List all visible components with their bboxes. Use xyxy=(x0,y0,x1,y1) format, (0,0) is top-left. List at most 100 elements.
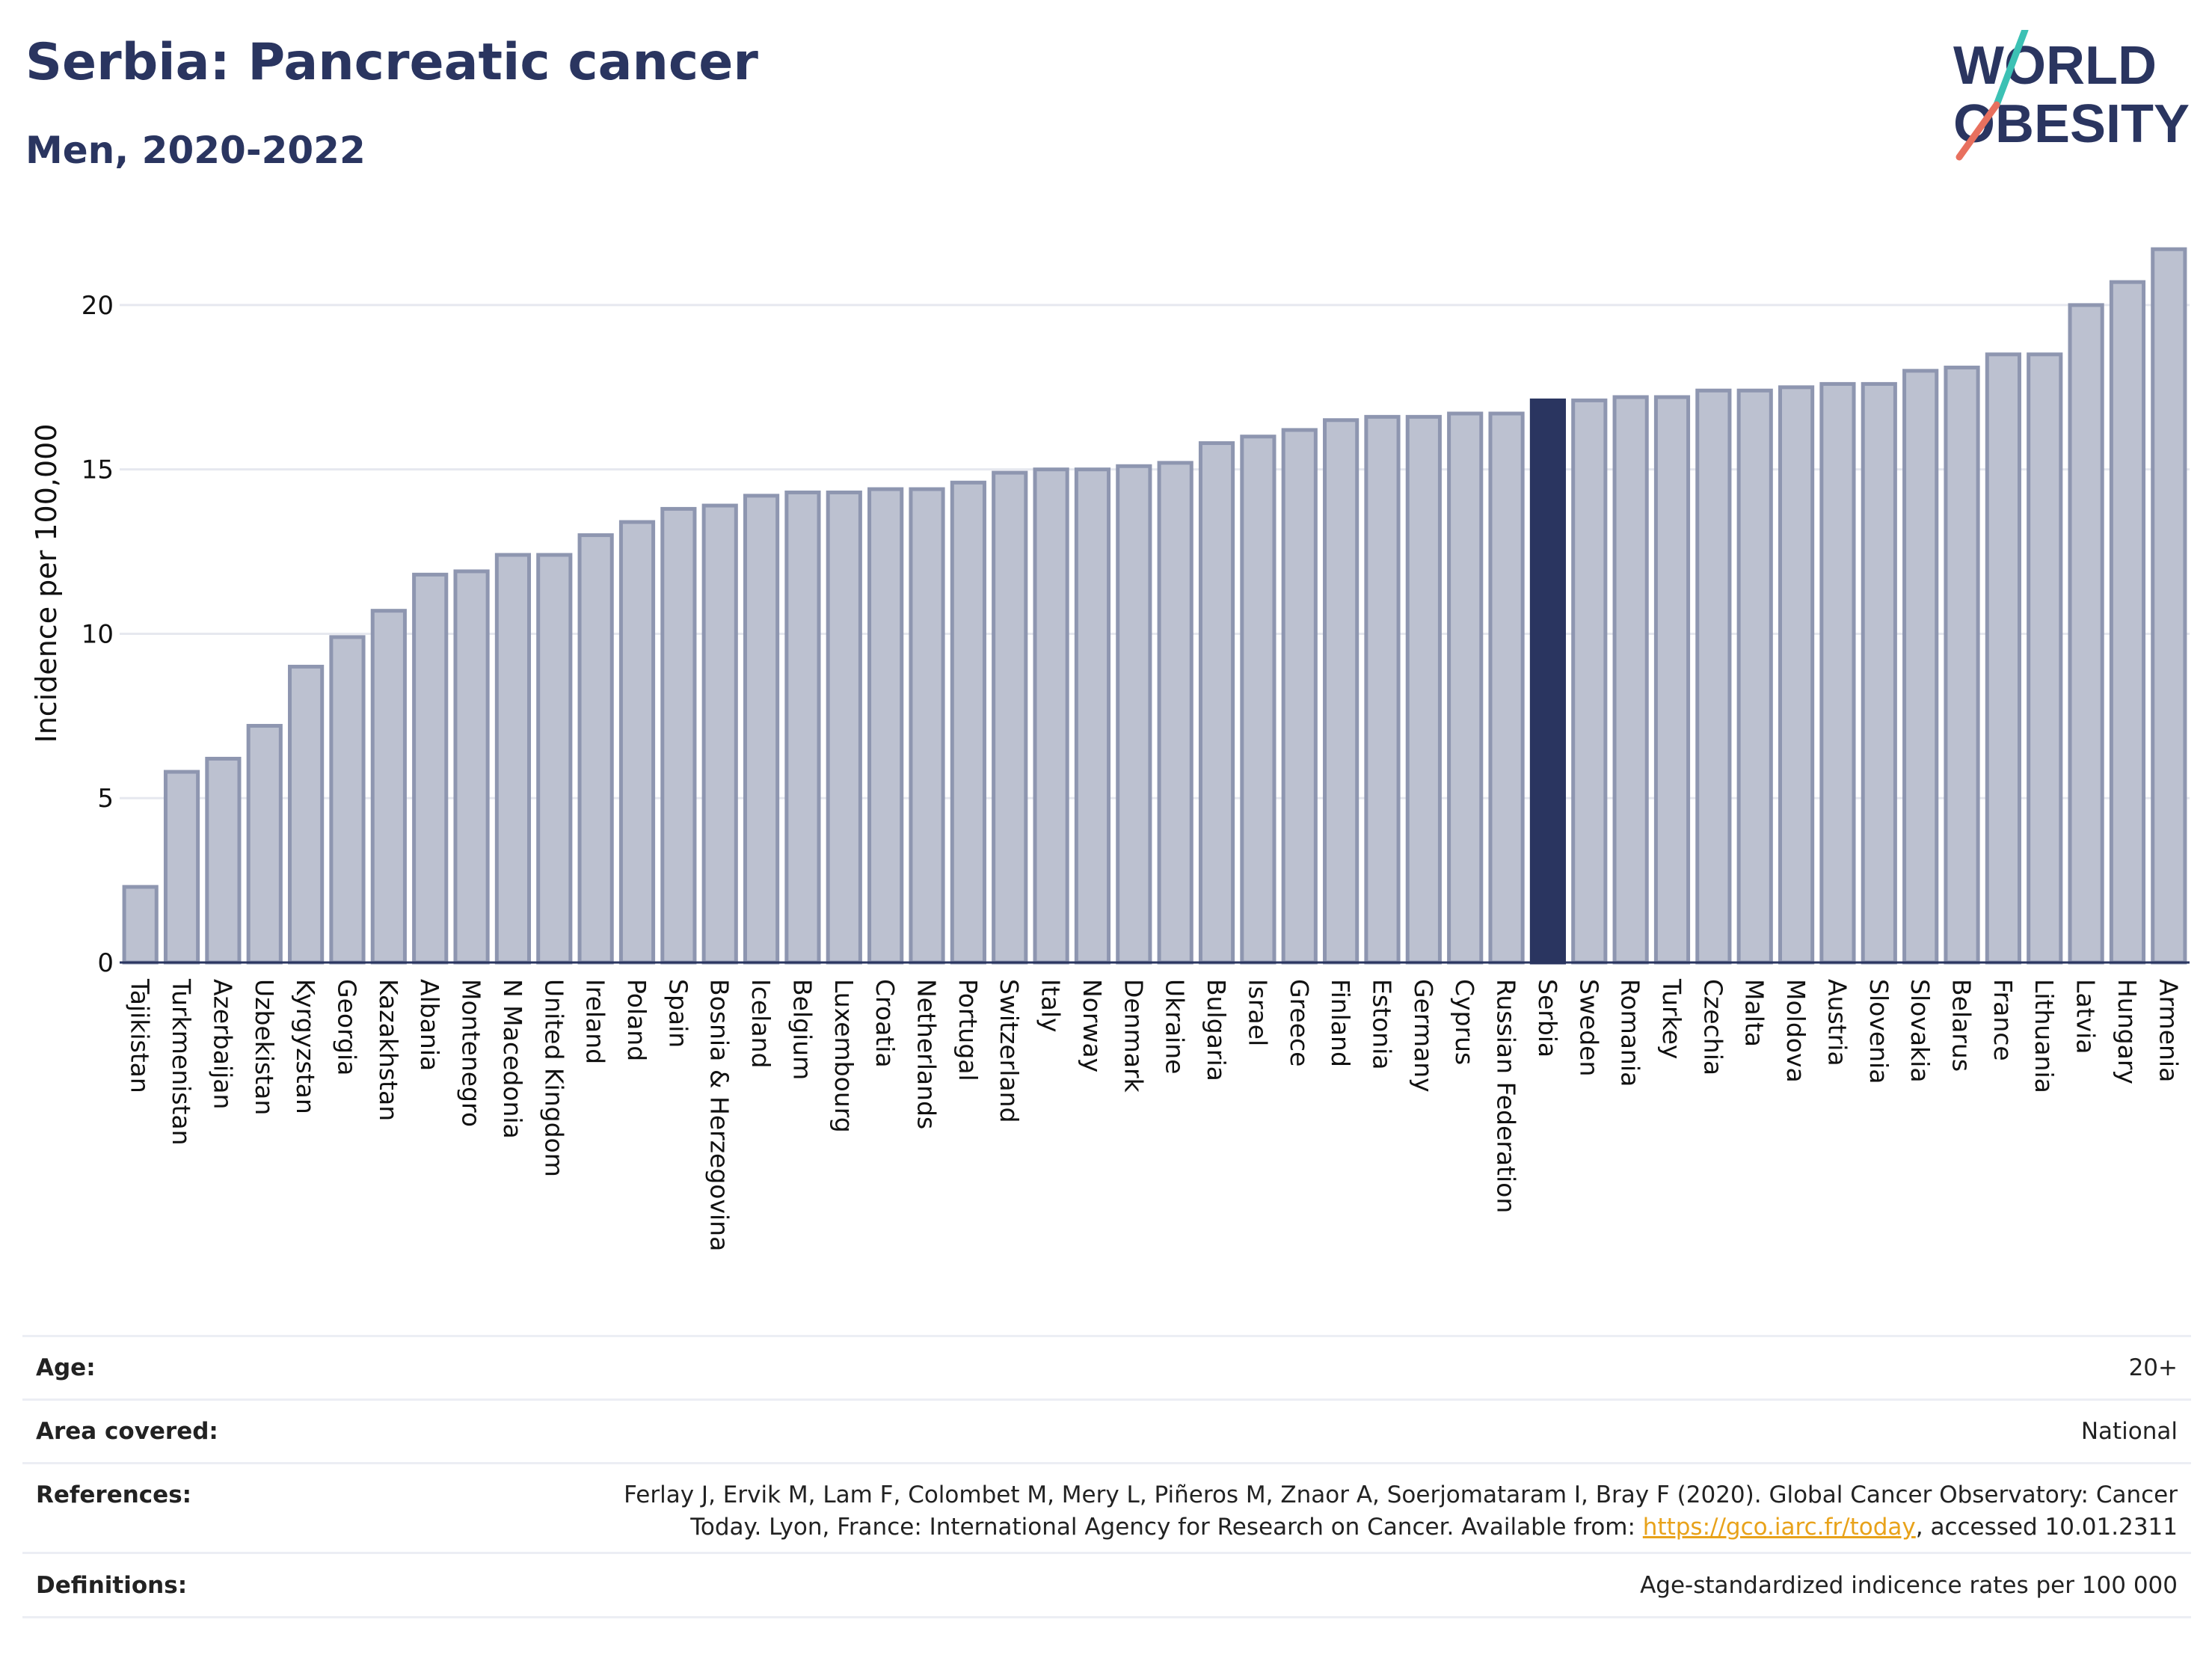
footer-row-references: References: Ferlay J, Ervik M, Lam F, Co… xyxy=(22,1462,2191,1552)
x-tick-label: Slovakia xyxy=(1905,979,1935,1083)
x-tick-label: Ukraine xyxy=(1161,979,1190,1074)
bar-luxembourg xyxy=(826,490,862,965)
x-tick-label: Romania xyxy=(1616,979,1645,1087)
x-tick-label: Hungary xyxy=(2113,979,2142,1084)
bar-norway xyxy=(1074,467,1111,965)
bar-germany xyxy=(1405,414,1442,965)
bar-slovakia xyxy=(1902,369,1939,965)
reference-line-2-start: Today. Lyon, France: International Agenc… xyxy=(690,1514,1643,1541)
bar-switzerland xyxy=(992,470,1028,965)
x-tick-label: N Macedonia xyxy=(498,979,527,1139)
y-tick-label: 10 xyxy=(82,619,114,649)
x-tick-label: Croatia xyxy=(870,979,900,1068)
x-tick-label: Russian Federation xyxy=(1492,979,1521,1213)
age-value: 20+ xyxy=(2128,1354,2178,1381)
bar-kyrgyzstan xyxy=(288,664,325,965)
bar-greece xyxy=(1281,428,1318,965)
x-tick-label: Lithuania xyxy=(2030,979,2059,1093)
x-tick-labels: Tajikistan Turkmenistan Azerbaijan Uzbekist… xyxy=(126,978,2184,1251)
references-value: Ferlay J, Ervik M, Lam F, Colombet M, Me… xyxy=(624,1479,2178,1544)
bar-uzbekistan xyxy=(246,724,283,965)
area-value: National xyxy=(2080,1418,2178,1445)
logo-slash-teal xyxy=(1993,30,2029,108)
x-tick-label: Austria xyxy=(1822,979,1852,1066)
chart-title: Serbia: Pancreatic cancer xyxy=(25,33,758,92)
bar-n-macedonia xyxy=(494,553,532,965)
reference-line-2-end: , accessed 10.01.2311 xyxy=(1915,1514,2178,1541)
x-tick-label: Kyrgyzstan xyxy=(291,979,320,1114)
x-tick-label: Norway xyxy=(1078,979,1107,1072)
x-tick-label: Azerbaijan xyxy=(208,979,237,1109)
x-tick-label: Bosnia & Herzegovina xyxy=(705,979,734,1251)
bar-belarus xyxy=(1944,365,1980,965)
bar-montenegro xyxy=(453,569,490,965)
bar-portugal xyxy=(950,480,986,965)
bar-ireland xyxy=(577,533,614,965)
x-tick-label: Tajikistan xyxy=(126,978,155,1093)
bar-malta xyxy=(1736,388,1773,965)
bar-armenia xyxy=(2151,247,2187,965)
bar-italy xyxy=(1033,467,1069,965)
bar-israel xyxy=(1240,435,1276,965)
bar-bulgaria xyxy=(1198,441,1235,965)
bar-turkmenistan xyxy=(163,770,200,965)
x-tick-label: Greece xyxy=(1285,979,1314,1066)
bar-ukraine xyxy=(1157,461,1193,965)
x-tick-label: Czechia xyxy=(1698,979,1727,1075)
x-tick-label: Switzerland xyxy=(995,979,1024,1123)
x-tick-label: Turkmenistan xyxy=(167,978,196,1146)
logo-slash-coral xyxy=(1956,101,2000,161)
x-tick-label: Poland xyxy=(622,979,651,1061)
bar-moldova xyxy=(1778,385,1815,965)
definitions-label: Definitions: xyxy=(36,1571,188,1599)
x-tick-label: Netherlands xyxy=(912,979,941,1129)
bar-albania xyxy=(412,572,449,965)
bar-georgia xyxy=(329,635,366,965)
x-tick-label: Estonia xyxy=(1367,979,1396,1069)
footer-row-definitions: Definitions: Age-standardized indicence … xyxy=(22,1552,2191,1618)
bars xyxy=(122,247,2187,965)
x-tick-label: Iceland xyxy=(746,979,775,1068)
bar-iceland xyxy=(743,494,780,965)
x-tick-label: Bulgaria xyxy=(1202,979,1231,1081)
logo-word-1: WORLD xyxy=(1953,36,2157,96)
x-tick-label: Montenegro xyxy=(457,979,486,1127)
bar-croatia xyxy=(867,487,904,965)
bar-romania xyxy=(1612,395,1649,965)
x-tick-label: Malta xyxy=(1740,979,1769,1047)
bar-denmark xyxy=(1116,464,1152,965)
x-tick-label: Ireland xyxy=(581,979,610,1064)
x-tick-label: Portugal xyxy=(953,979,983,1081)
bar-russian-federation xyxy=(1488,411,1525,965)
logo-word-2: OBESITY xyxy=(1953,94,2190,154)
bar-estonia xyxy=(1364,414,1401,965)
bar-tajikistan xyxy=(122,885,159,965)
bar-sweden xyxy=(1571,398,1608,965)
metadata-footer: Age: 20+ Area covered: National Referenc… xyxy=(22,1335,2191,1618)
x-tick-label: Luxembourg xyxy=(829,979,858,1133)
x-tick-label: Kazakhstan xyxy=(374,979,403,1121)
reference-link[interactable]: https://gco.iarc.fr/today xyxy=(1642,1514,1916,1541)
references-label: References: xyxy=(36,1481,192,1508)
footer-row-age: Age: 20+ xyxy=(22,1335,2191,1398)
y-tick-label: 0 xyxy=(97,948,114,978)
bar-belgium xyxy=(784,490,821,965)
bar-bosnia-herzegovina xyxy=(701,503,738,965)
world-obesity-logo: WORLD OBESITY xyxy=(1953,30,2190,161)
bar-austria xyxy=(1819,381,1856,965)
x-tick-label: Israel xyxy=(1243,979,1272,1046)
bar-czechia xyxy=(1695,388,1732,965)
bar-spain xyxy=(660,506,697,965)
bar-cyprus xyxy=(1447,411,1484,965)
bar-latvia xyxy=(2068,303,2104,965)
footer-row-area: Area covered: National xyxy=(22,1398,2191,1462)
bar-hungary xyxy=(2109,280,2146,965)
x-tick-label: Georgia xyxy=(332,979,361,1075)
bar-netherlands xyxy=(909,487,945,965)
definitions-value: Age-standardized indicence rates per 100… xyxy=(1640,1571,2178,1599)
bar-azerbaijan xyxy=(205,756,242,965)
x-tick-label: Spain xyxy=(663,979,692,1048)
bar-kazakhstan xyxy=(370,609,407,965)
x-tick-label: Germany xyxy=(1409,979,1438,1093)
x-tick-label: Latvia xyxy=(2071,979,2101,1054)
